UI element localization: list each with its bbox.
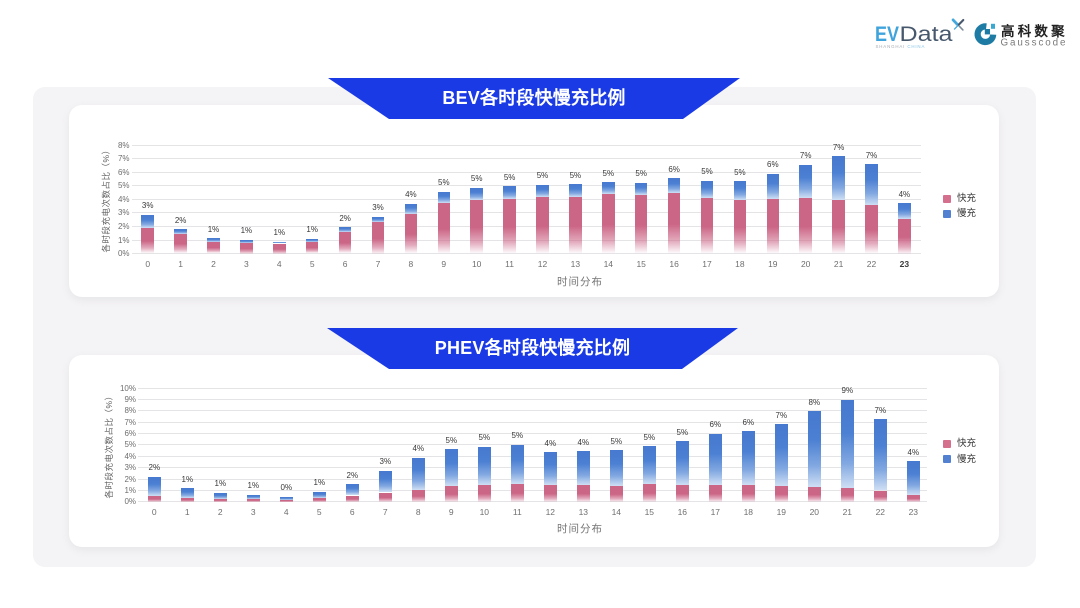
svg-text:Data: Data (900, 23, 953, 46)
svg-text:SHANGHAI CHINA: SHANGHAI CHINA (876, 44, 926, 49)
svg-text:EV: EV (875, 23, 899, 46)
svg-text:高科数聚: 高科数聚 (1001, 23, 1068, 39)
svg-text:Gausscode: Gausscode (1001, 37, 1068, 48)
